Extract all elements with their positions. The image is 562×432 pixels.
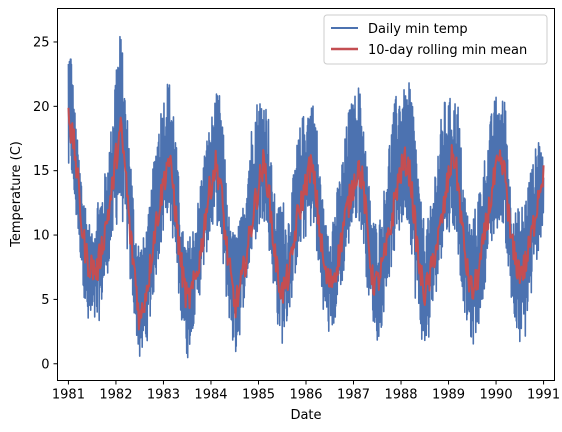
x-axis-label: Date bbox=[290, 408, 321, 423]
series-line-rolling-mean bbox=[67, 107, 545, 331]
legend-label-daily: Daily min temp bbox=[368, 22, 468, 37]
y-tick-label: 20 bbox=[33, 100, 50, 115]
y-tick-label: 25 bbox=[33, 35, 50, 50]
legend-label-rolling: 10-day rolling min mean bbox=[368, 43, 527, 58]
y-tick-label: 5 bbox=[41, 293, 49, 308]
x-tick-label: 1989 bbox=[432, 388, 465, 403]
y-axis-label: Temperature (C) bbox=[9, 141, 24, 248]
x-axis: 1981 1982 1983 1984 1985 1986 1987 1988 1989 1990… bbox=[52, 380, 560, 403]
x-tick-label: 1982 bbox=[99, 388, 132, 403]
x-tick-label: 1991 bbox=[527, 388, 560, 403]
y-tick-label: 10 bbox=[33, 229, 50, 244]
x-tick-label: 1985 bbox=[242, 388, 275, 403]
legend-box bbox=[323, 14, 548, 65]
plot-area bbox=[67, 35, 545, 359]
y-axis: 0 5 10 15 20 25 bbox=[33, 35, 58, 372]
x-tick-label: 1983 bbox=[147, 388, 180, 403]
y-tick-label: 0 bbox=[41, 357, 49, 372]
x-tick-label: 1990 bbox=[480, 388, 513, 403]
x-tick-label: 1988 bbox=[384, 388, 417, 403]
x-tick-label: 1981 bbox=[52, 388, 85, 403]
x-tick-label: 1984 bbox=[194, 388, 227, 403]
x-tick-label: 1986 bbox=[289, 388, 322, 403]
y-tick-label: 15 bbox=[33, 164, 50, 179]
x-tick-label: 1987 bbox=[337, 388, 370, 403]
legend: Daily min temp 10-day rolling min mean bbox=[323, 14, 548, 65]
